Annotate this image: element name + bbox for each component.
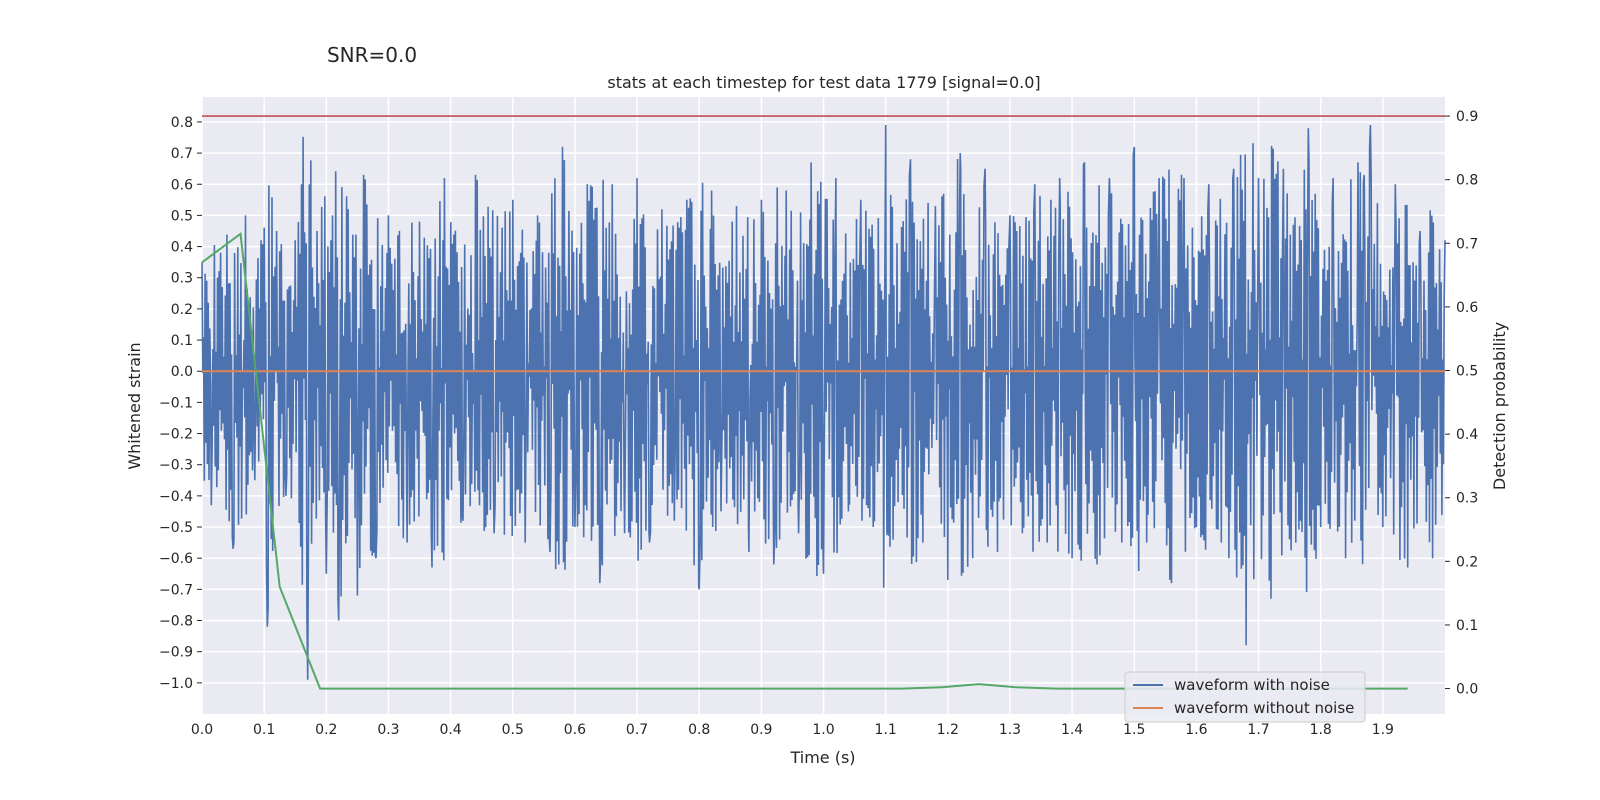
left-tick-label: 0.6 [171, 177, 193, 193]
left-tick-label: 0.3 [171, 271, 193, 287]
x-tick-label: 1.1 [875, 722, 897, 738]
x-tick-label: 0.3 [377, 722, 399, 738]
left-tick-label: 0.5 [171, 208, 193, 224]
right-tick-label: 0.6 [1456, 300, 1478, 316]
chart-title: stats at each timestep for test data 177… [607, 73, 1040, 92]
legend-label-waveform-with-noise: waveform with noise [1174, 676, 1330, 694]
left-tick-label: −0.4 [159, 489, 193, 505]
right-tick-label: 0.8 [1456, 173, 1478, 189]
left-axis-ticks: 0.8 0.7 0.6 0.5 0.4 0.3 0.2 0.1 0.0 −0.1 −0.2 −0.3 −… [159, 115, 202, 692]
right-tick-label: 0.2 [1456, 554, 1478, 570]
right-axis-ticks: 0.9 0.8 0.7 0.6 0.5 0.4 0.3 0.2 0.1 0.0 [1445, 109, 1478, 698]
left-tick-label: 0.2 [171, 302, 193, 318]
legend-label-waveform-without-noise: waveform without noise [1174, 699, 1354, 717]
right-tick-label: 0.5 [1456, 364, 1478, 380]
left-tick-label: −0.1 [159, 395, 193, 411]
x-tick-label: 1.2 [937, 722, 959, 738]
x-tick-label: 1.5 [1123, 722, 1145, 738]
x-tick-label: 0.5 [502, 722, 524, 738]
x-tick-label: 1.4 [1061, 722, 1083, 738]
legend: waveform with noise waveform without noi… [1124, 671, 1366, 723]
left-tick-label: 0.7 [171, 146, 193, 162]
x-axis-ticks: 0.0 0.1 0.2 0.3 0.4 0.5 0.6 0.7 0.8 0.9 1.0 1.1 1.2 1… [191, 722, 1394, 738]
left-tick-label: 0.8 [171, 115, 193, 131]
right-tick-label: 0.1 [1456, 618, 1478, 634]
y-axis-label-right: Detection probability [1490, 322, 1509, 490]
right-tick-label: 0.7 [1456, 236, 1478, 252]
x-tick-label: 0.6 [564, 722, 586, 738]
left-tick-label: 0.0 [171, 364, 193, 380]
series-waveform-with-noise [201, 124, 1446, 680]
left-tick-label: 0.1 [171, 333, 193, 349]
x-axis-label: Time (s) [789, 748, 855, 767]
left-tick-label: −0.6 [159, 551, 193, 567]
left-tick-label: −0.3 [159, 458, 193, 474]
x-tick-label: 0.4 [439, 722, 461, 738]
right-tick-label: 0.0 [1456, 682, 1478, 698]
left-tick-label: −0.2 [159, 427, 193, 443]
left-tick-label: 0.4 [171, 240, 193, 256]
x-tick-label: 1.7 [1247, 722, 1269, 738]
x-tick-label: 0.7 [626, 722, 648, 738]
x-tick-label: 0.8 [688, 722, 710, 738]
x-tick-label: 0.2 [315, 722, 337, 738]
x-tick-label: 1.0 [812, 722, 834, 738]
x-tick-label: 1.3 [999, 722, 1021, 738]
right-tick-label: 0.3 [1456, 491, 1478, 507]
x-tick-label: 1.8 [1310, 722, 1332, 738]
suptitle: SNR=0.0 [327, 43, 417, 67]
left-tick-label: −0.7 [159, 582, 193, 598]
x-tick-label: 0.9 [750, 722, 772, 738]
left-tick-label: −0.5 [159, 520, 193, 536]
x-tick-label: 0.0 [191, 722, 213, 738]
x-tick-label: 1.6 [1185, 722, 1207, 738]
x-tick-label: 1.9 [1372, 722, 1394, 738]
left-tick-label: −0.8 [159, 614, 193, 630]
y-axis-label-left: Whitened strain [125, 342, 144, 469]
right-tick-label: 0.4 [1456, 427, 1478, 443]
x-tick-label: 0.1 [253, 722, 275, 738]
legend-box [1124, 671, 1366, 723]
left-tick-label: −0.9 [159, 645, 193, 661]
left-tick-label: −1.0 [159, 676, 193, 692]
right-tick-label: 0.9 [1456, 109, 1478, 125]
